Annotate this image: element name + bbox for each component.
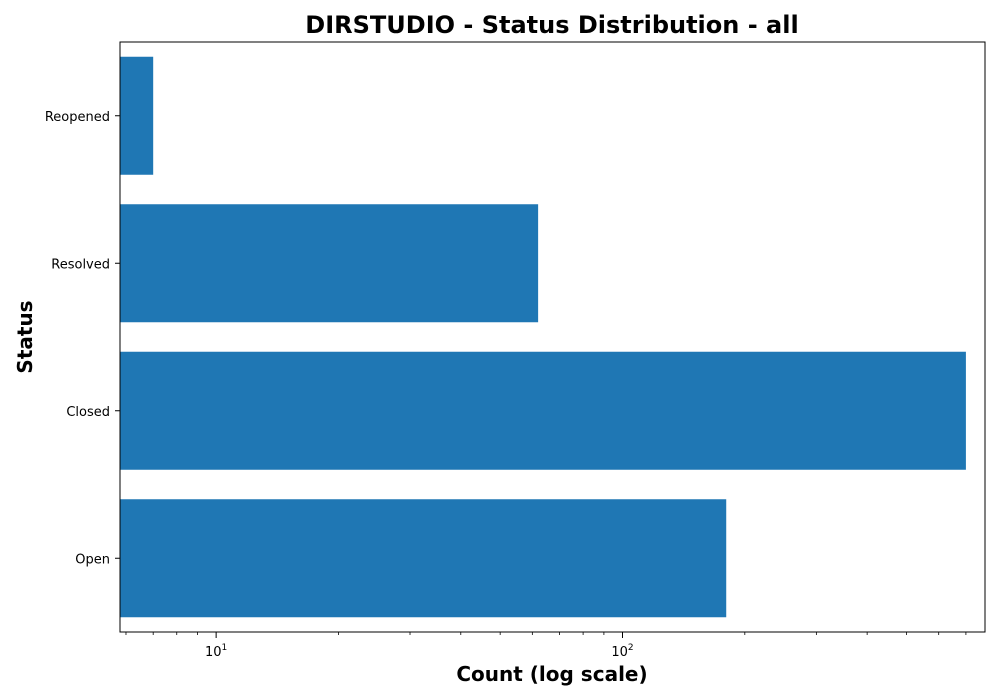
y-tick-label-reopened: Reopened [45, 110, 110, 125]
x-tick-label-base: 10 [205, 645, 222, 660]
y-tick-label-open: Open [75, 552, 110, 567]
x-tick-label-exponent: 1 [222, 643, 228, 653]
chart-title: DIRSTUDIO - Status Distribution - all [305, 11, 798, 39]
x-axis-title: Count (log scale) [456, 662, 647, 686]
x-tick-label: 102 [611, 643, 633, 660]
x-tick-label-exponent: 2 [628, 643, 634, 653]
y-axis-title: Status [13, 300, 37, 373]
bar-closed [120, 351, 966, 470]
y-ticks-group: Open Closed Resolved Reopened [45, 110, 120, 567]
x-ticks-group: 101 102 [125, 632, 967, 660]
bars-group [120, 56, 966, 618]
x-tick-label: 101 [205, 643, 227, 660]
y-tick-label-resolved: Resolved [51, 257, 110, 272]
x-tick-label-base: 10 [611, 645, 628, 660]
y-tick-label-closed: Closed [66, 405, 110, 420]
plot-frame [119, 41, 986, 633]
bar-reopened [120, 56, 154, 175]
bar-open [120, 499, 727, 618]
bar-resolved [120, 204, 539, 323]
